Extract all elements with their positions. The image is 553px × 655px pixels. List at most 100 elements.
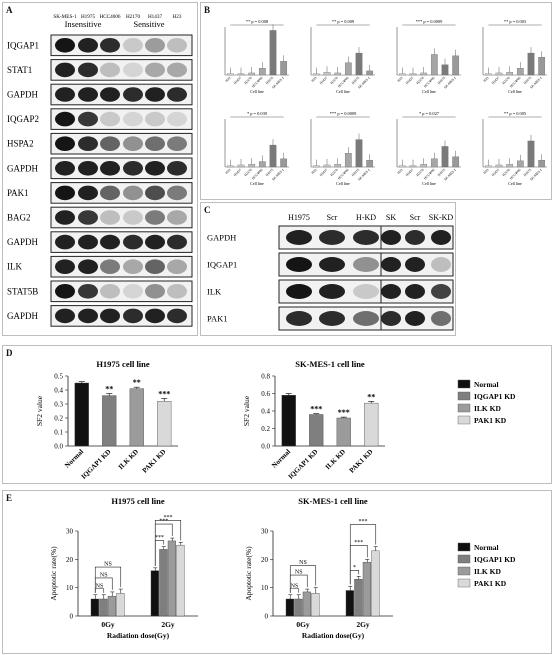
mini-bar (430, 158, 438, 168)
legend-swatch (457, 379, 471, 389)
blot-band (78, 308, 98, 324)
significance-mark: *** (310, 405, 322, 414)
mini-bar (484, 165, 492, 168)
mini-tick-label: H1975 (265, 168, 275, 178)
apoptosis-bar (311, 593, 320, 617)
mini-tick-label: HCC4006 (337, 168, 350, 181)
sf2-bar (129, 388, 144, 447)
mini-tick-label: SK-MES-1 (357, 168, 371, 182)
mini-bar (323, 164, 331, 168)
blot-band (145, 38, 165, 53)
blot-band (353, 311, 379, 326)
blot-band (145, 136, 165, 151)
mini-tick-label: H2170 (416, 168, 426, 178)
panel-d-letter: D (6, 348, 13, 358)
blot-band (381, 284, 401, 299)
blot-band (123, 284, 143, 299)
blot-a-row-label: BAG2 (7, 213, 31, 223)
blot-band (167, 111, 187, 127)
blot-a-row-label: GAPDH (7, 311, 39, 321)
blot-a-row-label: HSPA2 (7, 139, 34, 149)
panel-e-letter: E (6, 493, 13, 503)
x-tick-label: ILK KD (324, 448, 347, 471)
significance-label: NS (295, 570, 303, 576)
x-tick-label: 0Gy (101, 620, 115, 629)
blot-band (167, 284, 187, 299)
mini-bar (344, 153, 352, 168)
blot-band (319, 257, 345, 272)
mini-tick-label: H1437 (491, 76, 501, 86)
significance-label: *** (164, 515, 173, 521)
blot-c-row-label: GAPDH (207, 233, 236, 243)
chart-title: H1975 cell line (96, 359, 150, 369)
significance-bracket (289, 565, 317, 593)
mini-tick-label: HCC4006 (251, 168, 264, 181)
blot-band (405, 257, 425, 272)
blot-band (167, 38, 187, 53)
panel-e: E H1975 cell line Apoptotic rate(%) 0 10 20 3… (2, 490, 552, 654)
apoptosis-chart: SK-MES-1 cell line Apoptotic rate(%) 0 10 20… (244, 496, 393, 640)
significance-label: NS (299, 560, 307, 566)
mini-bar (452, 55, 460, 76)
apoptosis-charts: H1975 cell line Apoptotic rate(%) 0 10 20 30 0… (49, 496, 516, 640)
blot-band (100, 111, 120, 127)
blot-band (145, 111, 165, 127)
blot-c-row-label: ILK (207, 287, 222, 297)
y-tick-label: 0.0 (54, 443, 63, 451)
panel-c-letter: C (204, 205, 211, 215)
y-tick-label: 0.4 (261, 408, 270, 416)
mini-bar (538, 159, 546, 168)
blot-band (55, 185, 75, 201)
blot-band (286, 230, 312, 245)
blot-c-right-col: Scr (410, 213, 421, 222)
mini-bar (280, 158, 288, 168)
blot-band (167, 185, 187, 201)
mini-bar (366, 159, 374, 168)
mini-bar (237, 164, 245, 168)
mini-bar (334, 164, 342, 168)
mini-bar (344, 62, 352, 76)
mini-tick-label: SK-MES-1 (529, 76, 543, 90)
sf2-charts: H1975 cell line SF2 value 0.0 0.1 0.2 0.3 0.4 0… (35, 359, 516, 481)
y-tick-label: 0.5 (54, 373, 63, 381)
blot-a-row-label: ILK (7, 262, 22, 272)
mini-bar (452, 156, 460, 168)
blot-band (100, 38, 120, 53)
legend-label: Normal (474, 543, 499, 552)
sf2-bar (336, 417, 351, 447)
mini-x-label: Cell line (336, 89, 350, 94)
mini-tick-label: H23 (483, 76, 490, 83)
x-tick-label: PAK1 KD (348, 448, 375, 475)
mini-bar (323, 72, 331, 76)
blot-band (319, 284, 345, 299)
mini-bar (409, 165, 417, 168)
blot-band (145, 234, 165, 250)
blot-a-column-label: SK-MES-1 (53, 14, 77, 20)
blot-band (167, 161, 187, 176)
blot-band (167, 62, 187, 78)
blot-a-column-label: H1437 (148, 14, 163, 20)
blot-c-right-col: SK-KD (429, 213, 454, 222)
blot-band (319, 311, 345, 326)
blot-band (145, 308, 165, 324)
blot-band (123, 62, 143, 78)
mini-tick-label: SK-MES-1 (529, 168, 543, 182)
apoptosis-bar (99, 598, 108, 617)
y-tick-label: 0.8 (261, 373, 270, 381)
blot-a-row-label: GAPDH (7, 90, 39, 100)
legend-swatch (457, 542, 471, 552)
apoptosis-bar (107, 595, 116, 617)
x-tick-label: Normal (63, 448, 85, 470)
significance-bracket (349, 524, 377, 585)
mini-tick-label: H23 (483, 168, 490, 175)
mini-tick-label: H1975 (523, 168, 533, 178)
mini-bar (355, 52, 363, 76)
significance-label: NS (100, 572, 108, 578)
y-tick-label: 0.3 (54, 401, 63, 409)
sf2-bar (364, 402, 379, 447)
blot-band (405, 311, 425, 326)
legend-swatch (457, 566, 471, 576)
